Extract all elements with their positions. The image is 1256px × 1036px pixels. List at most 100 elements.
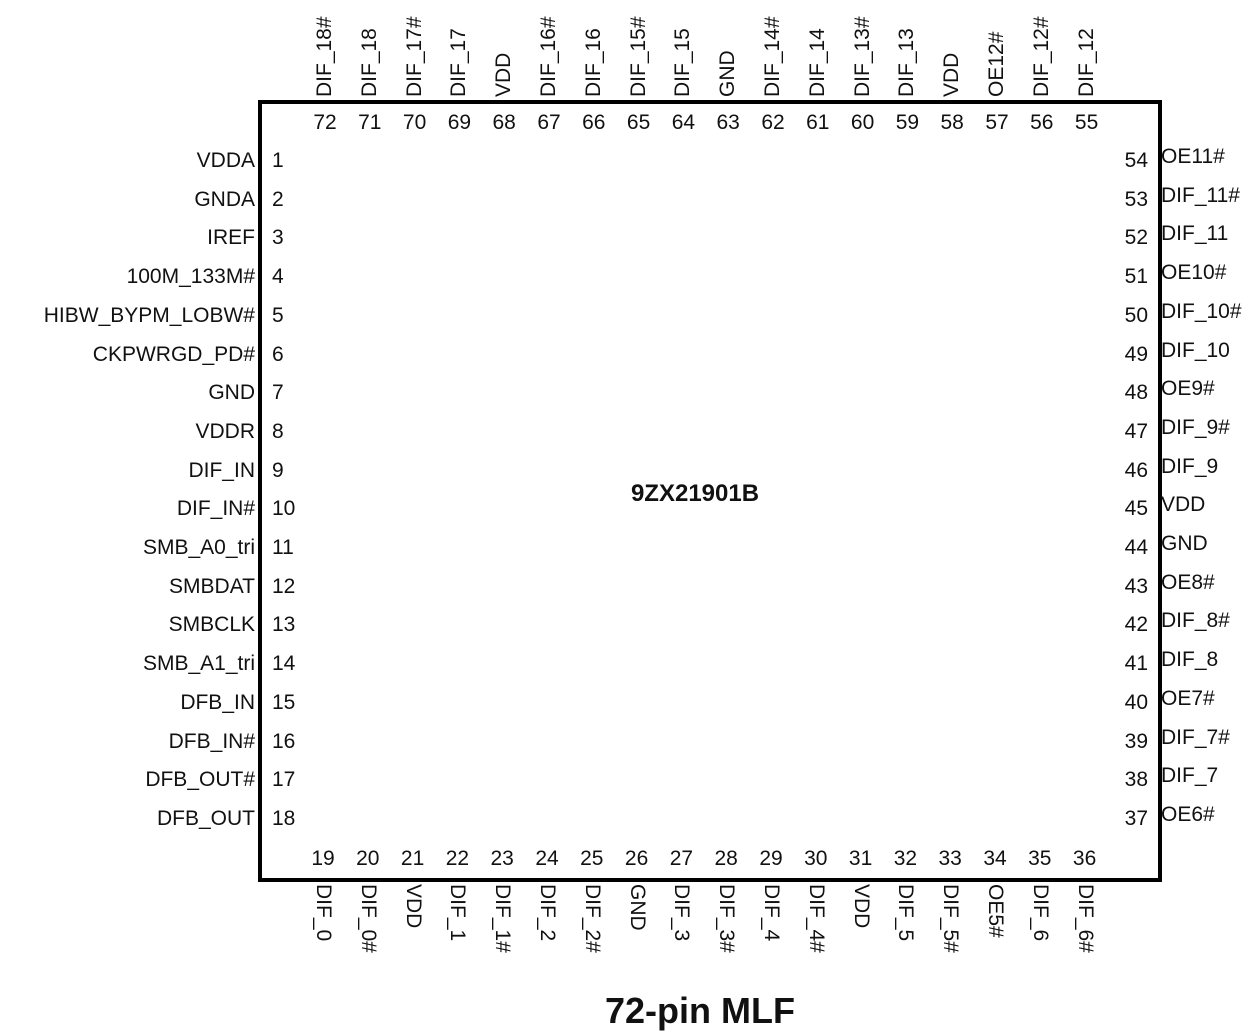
pin-number: 6	[272, 342, 284, 366]
pin-name: CKPWRGD_PD#	[92, 342, 255, 366]
pin-name: DIF_13	[895, 28, 919, 97]
pin-name: OE8#	[1161, 570, 1215, 594]
pin-name: DIF_14#	[761, 16, 784, 97]
pin-number: 59	[895, 111, 920, 134]
pin-number: 1	[272, 149, 284, 172]
pin-name: DIF_1#	[491, 884, 515, 953]
pin-name: OE9#	[1161, 377, 1215, 401]
pin-number: 14	[272, 652, 296, 676]
pin-name: DIF_12	[1074, 28, 1098, 97]
pin-number: 20	[356, 847, 380, 870]
pin-name: DIF_5#	[939, 884, 963, 953]
pin-name: DIF_IN	[188, 458, 255, 482]
pin-number: 38	[1124, 768, 1148, 792]
pin-name: DIF_4	[760, 884, 783, 942]
chip-body	[258, 100, 1162, 882]
pin-name: DIF_18	[357, 28, 381, 97]
pin-number: 5	[272, 303, 284, 327]
pin-number: 45	[1124, 497, 1148, 521]
pin-number: 32	[893, 847, 918, 870]
pin-name: DIF_2	[536, 884, 559, 942]
pin-name: DIF_12#	[1029, 16, 1053, 97]
pin-number: 69	[447, 111, 472, 134]
pin-number: 24	[535, 847, 559, 870]
pin-name: DIF_17	[447, 28, 471, 97]
pin-number: 52	[1124, 226, 1148, 250]
pin-name: DIF_7#	[1161, 725, 1230, 749]
pin-number: 22	[445, 847, 470, 870]
pin-number: 46	[1124, 458, 1148, 482]
pin-number: 3	[272, 226, 284, 250]
pin-number: 44	[1124, 536, 1148, 559]
pin-name: DIF_16	[581, 28, 605, 97]
pin-number: 48	[1124, 381, 1148, 405]
pin-number: 66	[582, 111, 606, 134]
pin-name: DFB_OUT	[156, 806, 255, 830]
pin-number: 29	[759, 847, 783, 870]
pin-name: VDD	[1161, 493, 1206, 517]
pin-name: DIF_13#	[850, 16, 874, 97]
pin-number: 12	[272, 574, 296, 598]
pin-number: 23	[490, 847, 514, 870]
pin-number: 4	[272, 265, 284, 289]
pin-number: 54	[1124, 149, 1148, 172]
pin-name: DIF_4#	[804, 884, 828, 953]
pin-name: OE6#	[1161, 802, 1215, 826]
pin-name: DIF_6	[1028, 884, 1052, 942]
pin-name: DIF_10#	[1161, 299, 1242, 323]
pin-name: HIBW_BYPM_LOBW#	[43, 303, 255, 327]
pin-name: DIF_15	[671, 28, 695, 97]
pin-number: 27	[669, 847, 694, 870]
pin-number: 26	[624, 847, 649, 870]
pin-number: 31	[848, 847, 873, 870]
pin-name: DIF_3	[670, 884, 694, 942]
pin-name: GND	[1161, 532, 1208, 555]
pin-name: OE10#	[1161, 261, 1227, 285]
pin-name: DIF_14	[805, 28, 829, 97]
pin-name: VDDA	[196, 149, 255, 172]
pin-name: DIF_18#	[313, 16, 336, 97]
pin-number: 41	[1124, 652, 1148, 676]
pin-name: DIF_8	[1161, 648, 1219, 672]
pin-number: 25	[580, 847, 604, 870]
pin-number: 21	[400, 847, 425, 870]
pin-name: DIF_6#	[1073, 884, 1097, 953]
pin-number: 40	[1124, 690, 1148, 714]
pin-number: 42	[1124, 613, 1148, 637]
pin-name: SMBDAT	[169, 574, 255, 598]
pin-name: VDD	[940, 52, 964, 97]
pin-name: GND	[208, 381, 255, 405]
pin-number: 61	[806, 111, 830, 134]
pin-name: GND	[625, 884, 649, 931]
pin-number: 56	[1030, 111, 1054, 134]
pin-name: DIF_11	[1161, 222, 1229, 246]
pin-number: 2	[272, 187, 284, 211]
pin-number: 53	[1124, 187, 1148, 211]
pin-name: SMB_A1_tri	[142, 652, 255, 676]
pin-number: 7	[272, 381, 284, 405]
pin-name: VDD	[492, 52, 516, 97]
pin-name: DIF_1	[446, 884, 470, 942]
pin-name: SMBCLK	[168, 613, 255, 637]
pin-name: GND	[716, 50, 740, 97]
pin-number: 71	[358, 111, 382, 134]
pin-number: 50	[1124, 303, 1148, 327]
pin-name: DIF_16#	[537, 16, 560, 97]
pin-number: 17	[272, 768, 296, 792]
pin-name: DIF_15#	[626, 16, 650, 97]
pin-name: VDD	[401, 884, 425, 929]
pin-name: DIF_9#	[1161, 415, 1230, 439]
pin-number: 62	[761, 111, 785, 134]
pin-name: VDD	[849, 884, 873, 929]
pin-name: DFB_IN	[180, 690, 255, 714]
pin-number: 64	[671, 111, 696, 134]
pin-number: 18	[272, 806, 296, 830]
pin-name: SMB_A0_tri	[142, 536, 255, 559]
pin-name: DFB_OUT#	[145, 768, 255, 792]
pin-name: GNDA	[194, 187, 255, 211]
pin-number: 43	[1124, 574, 1148, 598]
pin-number: 13	[272, 613, 296, 637]
pin-number: 55	[1074, 111, 1099, 134]
pin-number: 11	[272, 536, 294, 559]
